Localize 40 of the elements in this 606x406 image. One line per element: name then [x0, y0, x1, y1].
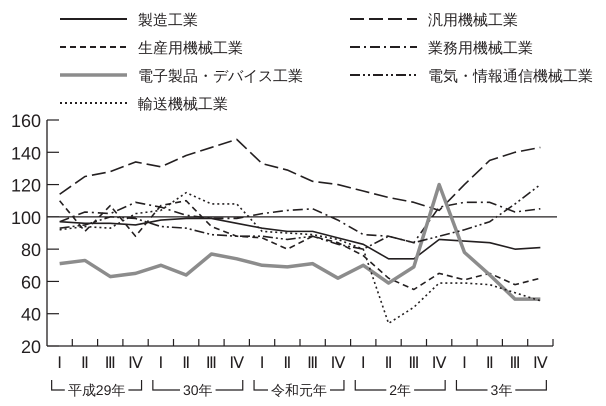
x-tick-label: Ⅲ: [104, 355, 116, 372]
x-tick-label: Ⅳ: [330, 355, 346, 372]
y-tick-label: 100: [10, 208, 41, 228]
x-tick-label: Ⅳ: [532, 355, 548, 372]
text: 2年: [389, 382, 412, 398]
x-tick-label: Ⅰ: [462, 355, 467, 372]
x-tick-label: Ⅰ: [260, 355, 264, 372]
x-tick-label: Ⅱ: [283, 355, 292, 372]
legend-label: 汎用機械工業: [428, 12, 518, 29]
legend-label: 製造工業: [138, 12, 198, 29]
legend-label: 電子製品・デバイス工業: [138, 68, 303, 85]
legend-label: 業務用機械工業: [428, 40, 533, 57]
y-tick-label: 60: [20, 272, 41, 292]
x-tick-label: Ⅲ: [510, 355, 521, 372]
x-tick-label: Ⅲ: [307, 355, 318, 372]
text: 3年: [490, 382, 512, 398]
y-tick-label: 120: [10, 176, 41, 196]
x-tick-label: Ⅰ: [360, 355, 366, 372]
legend-label: 生産用機械工業: [138, 40, 243, 57]
x-tick-label: Ⅳ: [432, 355, 447, 372]
x-tick-label: Ⅱ: [384, 355, 392, 372]
legend-label: 電気・情報通信機械工業: [428, 68, 593, 85]
x-tick-label: Ⅲ: [408, 355, 420, 372]
x-tick-label: Ⅳ: [128, 355, 144, 372]
y-tick-label: 160: [10, 111, 41, 131]
x-tick-label: Ⅱ: [486, 355, 494, 372]
y-tick-label: 20: [20, 337, 41, 357]
text: 令和元年: [271, 382, 327, 398]
text: 平成29年: [68, 382, 126, 398]
y-tick-label: 80: [20, 240, 41, 260]
y-tick-label: 40: [20, 304, 41, 325]
x-tick-label: Ⅱ: [182, 355, 190, 372]
x-tick-label: Ⅰ: [158, 355, 164, 372]
text: 30年: [183, 382, 213, 398]
legend-label: 輸送機械工業: [138, 96, 228, 113]
x-tick-label: Ⅳ: [229, 355, 244, 372]
x-tick-label: Ⅲ: [206, 355, 217, 372]
x-tick-label: Ⅱ: [81, 355, 89, 372]
x-tick-label: Ⅰ: [57, 355, 62, 372]
y-tick-label: 140: [10, 143, 41, 164]
